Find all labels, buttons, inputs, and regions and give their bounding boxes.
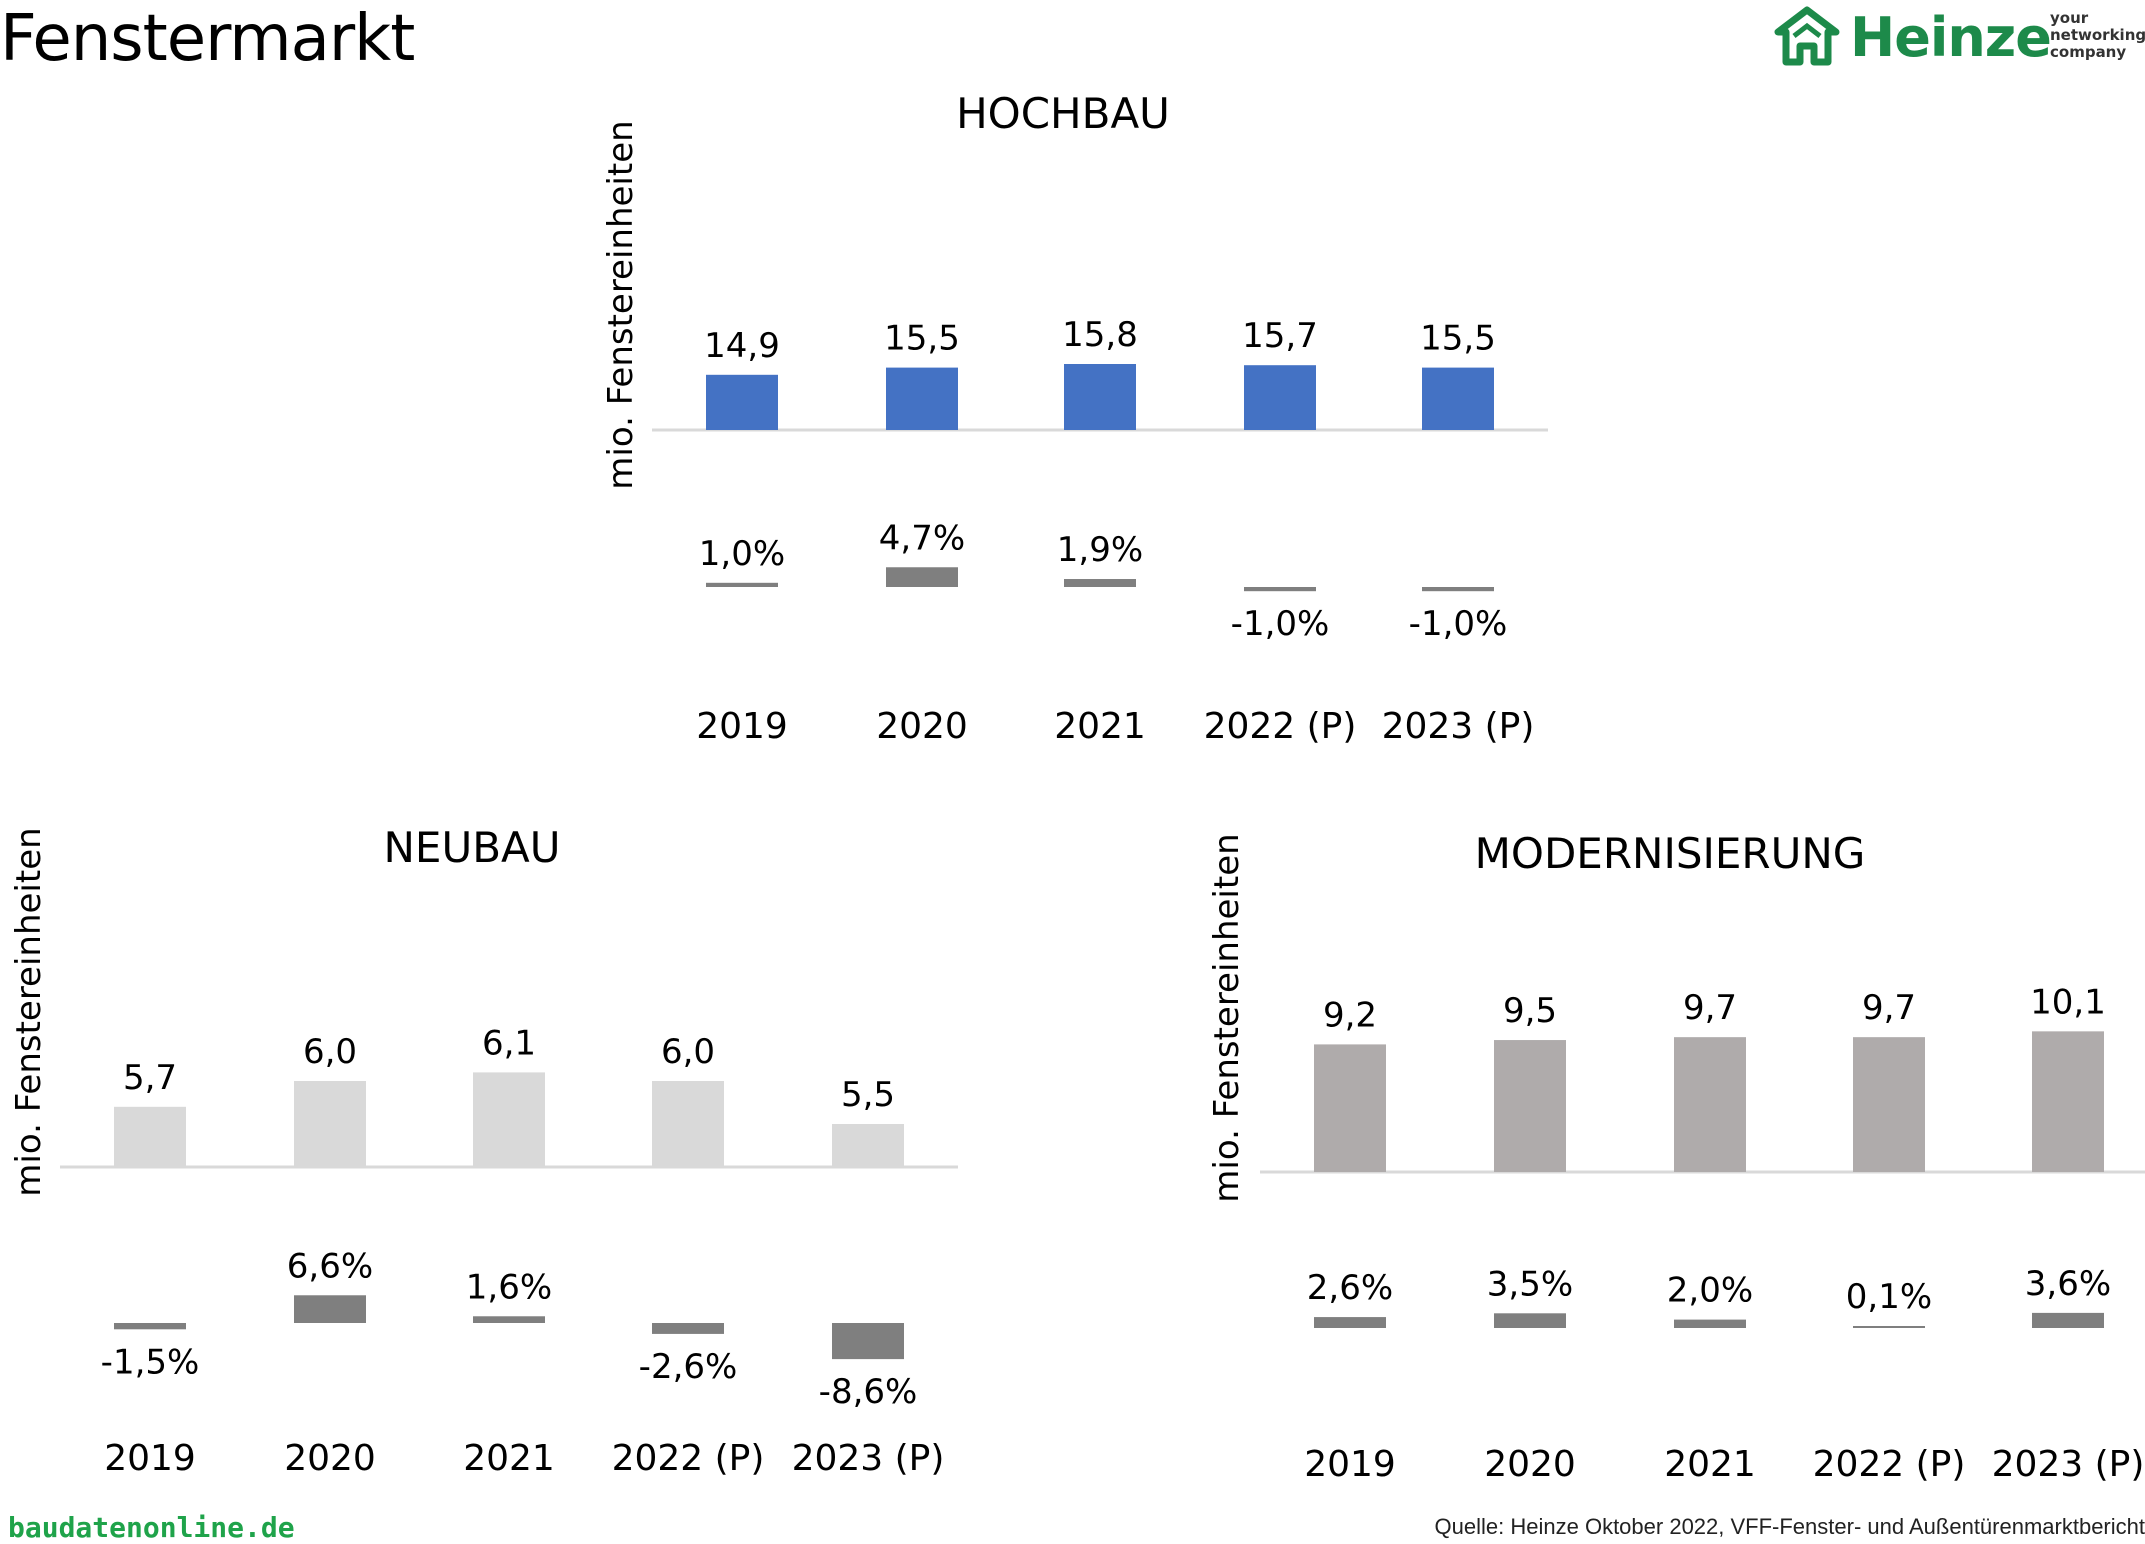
category-label: 2021 — [1054, 706, 1146, 747]
change-bar — [1494, 1313, 1566, 1328]
change-bar — [706, 582, 778, 587]
change-bar — [1314, 1317, 1386, 1328]
chart-title: HOCHBAU — [956, 89, 1170, 138]
category-label: 2020 — [1484, 1444, 1576, 1485]
chart-title: MODERNISIERUNG — [1475, 829, 1866, 878]
value-bar — [1314, 1044, 1386, 1172]
change-bar — [2032, 1312, 2104, 1328]
value-bar — [1494, 1040, 1566, 1172]
value-label: 9,7 — [1683, 988, 1737, 1028]
value-bar — [114, 1106, 186, 1167]
value-label: 5,7 — [123, 1058, 177, 1098]
category-label: 2021 — [1664, 1444, 1756, 1485]
change-label: 6,6% — [287, 1246, 373, 1286]
category-label: 2023 (P) — [1382, 706, 1535, 747]
value-bar — [706, 374, 778, 430]
value-label: 14,9 — [704, 326, 780, 366]
value-label: 15,5 — [1420, 319, 1496, 359]
change-label: -8,6% — [819, 1372, 918, 1412]
change-label: 3,6% — [2025, 1264, 2111, 1304]
logo-word: Heinze — [1850, 6, 2052, 69]
category-label: 2020 — [284, 1438, 376, 1479]
value-label: 15,7 — [1242, 316, 1318, 356]
change-label: 2,6% — [1307, 1268, 1393, 1308]
category-label: 2022 (P) — [1204, 706, 1357, 747]
value-label: 6,1 — [482, 1023, 536, 1063]
change-bar — [652, 1323, 724, 1334]
change-label: -1,0% — [1231, 604, 1330, 644]
value-label: 9,5 — [1503, 991, 1557, 1031]
change-label: 1,0% — [699, 534, 785, 574]
value-bar — [473, 1072, 545, 1167]
y-axis-label: mio. Fenstereinheiten — [601, 120, 641, 489]
value-label: 9,7 — [1862, 988, 1916, 1028]
y-axis-label: mio. Fenstereinheiten — [9, 827, 49, 1196]
heinze-house-icon — [1774, 6, 1840, 66]
logo-tagline-line: company — [2050, 43, 2127, 61]
change-bar — [886, 567, 958, 587]
value-bar — [886, 367, 958, 430]
change-label: -1,5% — [101, 1342, 200, 1382]
page-title: Fenstermarkt — [0, 2, 415, 76]
value-label: 10,1 — [2030, 982, 2106, 1022]
change-label: 4,7% — [879, 518, 965, 558]
change-label: 1,6% — [466, 1267, 552, 1307]
value-label: 9,2 — [1323, 995, 1377, 1035]
value-bar — [1853, 1037, 1925, 1172]
footer-website: baudatenonline.de — [8, 1511, 295, 1544]
logo-tagline-line: your — [2050, 9, 2089, 27]
change-bar — [1853, 1326, 1925, 1328]
footer-source: Quelle: Heinze Oktober 2022, VFF-Fenster… — [1434, 1514, 2145, 1539]
category-label: 2019 — [1304, 1444, 1396, 1485]
change-label: -2,6% — [639, 1347, 738, 1387]
value-label: 6,0 — [303, 1032, 357, 1072]
category-label: 2023 (P) — [1992, 1444, 2145, 1485]
value-label: 6,0 — [661, 1032, 715, 1072]
change-label: 3,5% — [1487, 1264, 1573, 1304]
value-label: 5,5 — [841, 1075, 895, 1115]
change-bar — [832, 1323, 904, 1360]
change-bar — [294, 1295, 366, 1323]
change-bar — [1064, 579, 1136, 587]
change-bar — [473, 1316, 545, 1323]
category-label: 2023 (P) — [792, 1438, 945, 1479]
category-label: 2019 — [696, 706, 788, 747]
category-label: 2019 — [104, 1438, 196, 1479]
category-label: 2022 (P) — [1813, 1444, 1966, 1485]
value-bar — [832, 1124, 904, 1167]
change-label: 1,9% — [1057, 530, 1143, 570]
change-bar — [114, 1323, 186, 1330]
value-bar — [294, 1081, 366, 1167]
heinze-logo: Heinze your networking company — [1772, 6, 2145, 69]
change-bar — [1244, 587, 1316, 592]
change-label: -1,0% — [1409, 604, 1508, 644]
change-bar — [1674, 1319, 1746, 1328]
category-label: 2022 (P) — [612, 1438, 765, 1479]
value-bar — [652, 1081, 724, 1167]
value-bar — [1244, 365, 1316, 430]
change-label: 0,1% — [1846, 1277, 1932, 1317]
category-label: 2021 — [463, 1438, 555, 1479]
logo-tagline-line: networking — [2050, 26, 2145, 44]
value-bar — [1674, 1037, 1746, 1172]
value-bar — [2032, 1031, 2104, 1172]
change-label: 2,0% — [1667, 1271, 1753, 1311]
value-label: 15,5 — [884, 319, 960, 359]
value-bar — [1064, 364, 1136, 430]
chart-title: NEUBAU — [384, 823, 561, 872]
value-label: 15,8 — [1062, 315, 1138, 355]
change-bar — [1422, 587, 1494, 592]
category-label: 2020 — [876, 706, 968, 747]
value-bar — [1422, 367, 1494, 430]
y-axis-label: mio. Fenstereinheiten — [1207, 833, 1247, 1202]
logo-tagline: your networking company — [2050, 10, 2145, 61]
